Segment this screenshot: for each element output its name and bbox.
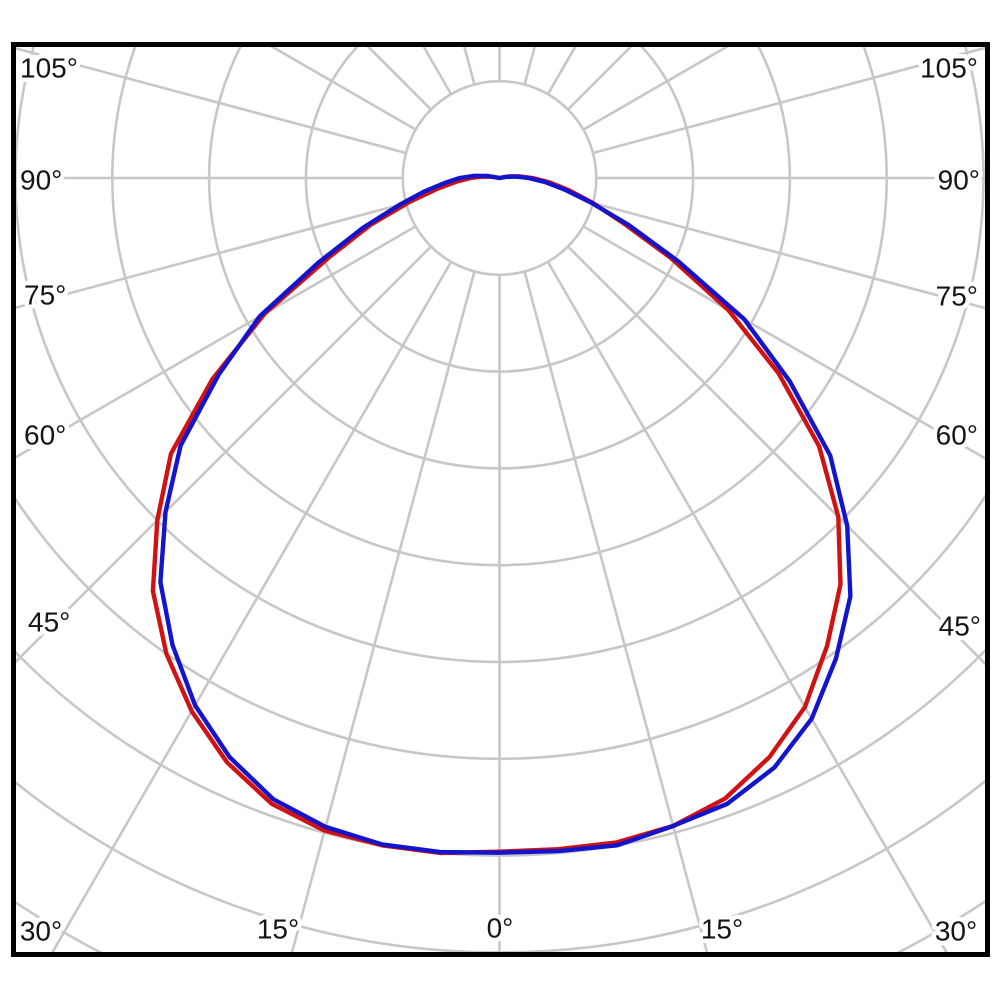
grid-spoke [567,245,985,666]
angle-label: 15° [701,914,743,945]
angle-label: 75° [936,281,978,312]
angle-label: 45° [939,611,981,642]
angle-label: 60° [936,420,978,451]
angle-label: 75° [24,280,66,311]
angle-label: 105° [920,53,978,84]
grid-spoke [16,47,407,155]
angle-label: 60° [24,420,66,451]
grid-spoke [270,47,417,131]
curve-blue [158,173,853,855]
angle-label: 90° [938,165,980,196]
angle-label: 0° [487,913,514,944]
grid-spoke [16,201,407,309]
grid-spoke [546,261,948,952]
grid-spoke [592,47,985,155]
angle-labels: 105° 90° 75° 60° 45° 105° 90° 75° 60° 45° 30° 15° 0°… [15,48,985,951]
grid-spoke [592,201,985,310]
grid-spoke [523,271,709,952]
grid-spoke [16,245,432,664]
grid-spoke [582,225,985,460]
angle-label: 105° [20,53,78,84]
chart-frame [11,42,990,957]
grid-spoke [16,225,417,459]
curve-red [150,174,843,856]
angle-label: 90° [20,165,62,196]
angle-label: 15° [257,914,299,945]
angle-label: 30° [20,916,62,947]
grid-spoke [582,47,729,131]
grid-spoke [290,271,476,952]
angle-label: 45° [28,607,70,638]
angle-label: 30° [935,916,977,947]
intensity-curves [150,173,853,856]
grid-spoke [51,261,453,952]
